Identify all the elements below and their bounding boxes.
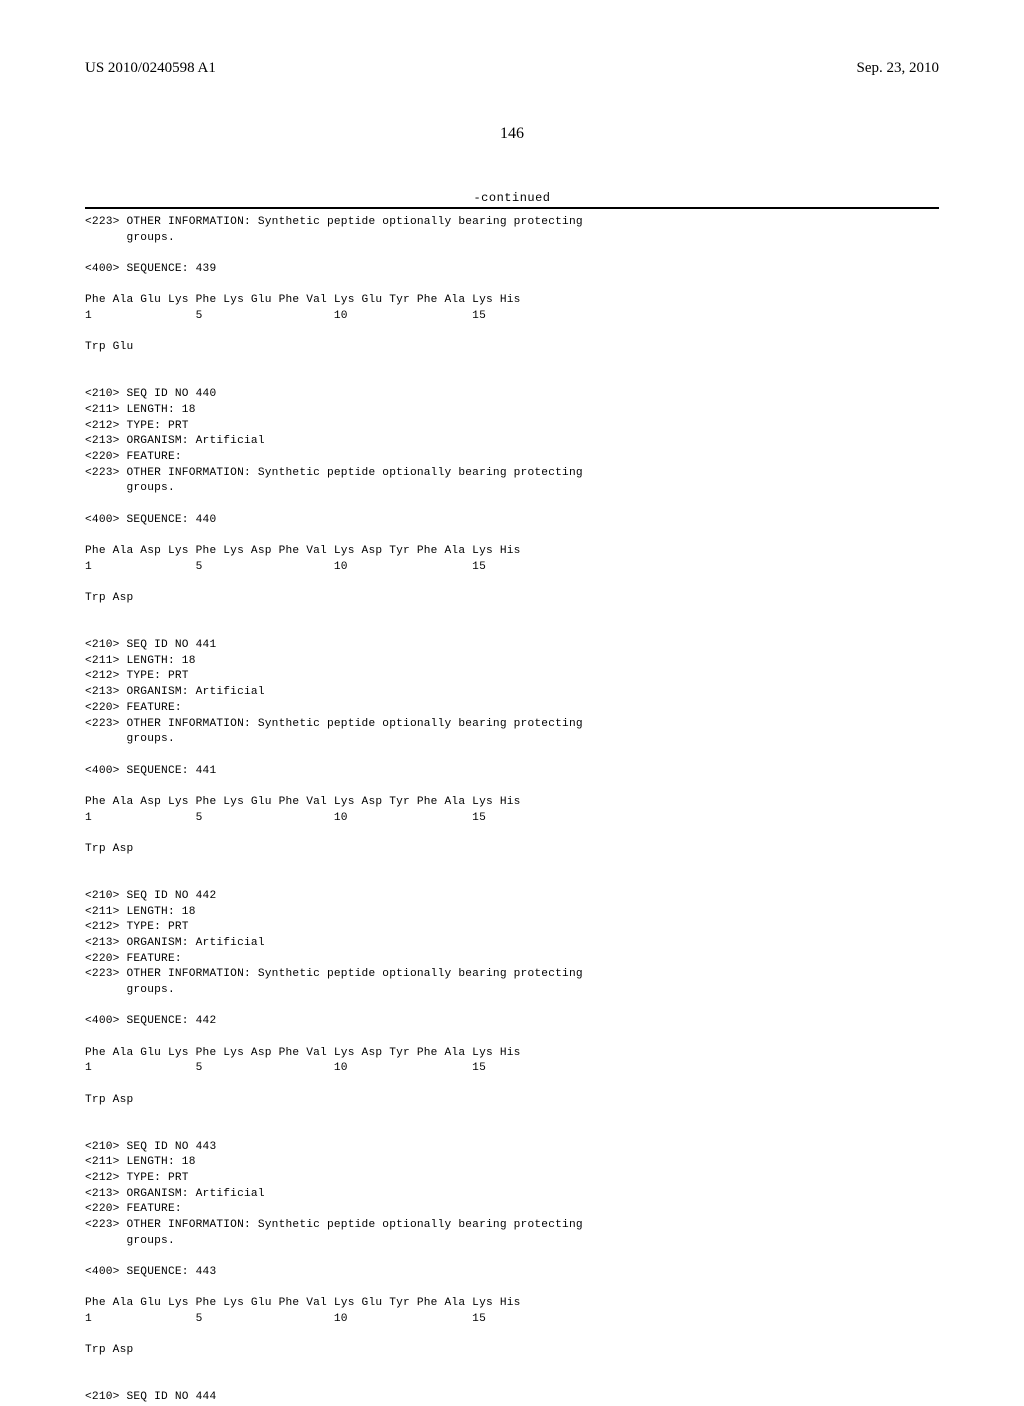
seq-residues: Phe Ala Glu Lys Phe Lys Glu Phe Val Lys … [85, 294, 521, 306]
seq-residues: Phe Ala Glu Lys Phe Lys Glu Phe Val Lys … [85, 1297, 521, 1309]
seq-residues: Phe Ala Asp Lys Phe Lys Glu Phe Val Lys … [85, 796, 521, 808]
seq-intro: <223> OTHER INFORMATION: Synthetic pepti… [85, 216, 583, 244]
seq-block-header: <210> SEQ ID NO 441 <211> LENGTH: 18 <21… [85, 639, 583, 745]
seq-tail: Trp Asp [85, 1344, 133, 1356]
seq-block-header: <210> SEQ ID NO 443 <211> LENGTH: 18 <21… [85, 1141, 583, 1247]
seq-residues: Phe Ala Asp Lys Phe Lys Asp Phe Val Lys … [85, 545, 521, 557]
divider-top [85, 207, 939, 209]
seq-numbers: 1 5 10 15 [85, 1062, 486, 1074]
publication-number: US 2010/0240598 A1 [85, 60, 216, 77]
continued-label: -continued [85, 191, 939, 205]
seq-header: <400> SEQUENCE: 441 [85, 765, 216, 777]
seq-header: <400> SEQUENCE: 439 [85, 263, 216, 275]
seq-header: <400> SEQUENCE: 442 [85, 1015, 216, 1027]
seq-block-header: <210> SEQ ID NO 442 <211> LENGTH: 18 <21… [85, 890, 583, 996]
seq-numbers: 1 5 10 15 [85, 310, 486, 322]
seq-block-header: <210> SEQ ID NO 440 <211> LENGTH: 18 <21… [85, 388, 583, 494]
seq-numbers: 1 5 10 15 [85, 561, 486, 573]
seq-header: <400> SEQUENCE: 443 [85, 1266, 216, 1278]
page-number: 146 [85, 125, 939, 143]
seq-numbers: 1 5 10 15 [85, 1313, 486, 1325]
seq-tail: Trp Asp [85, 1094, 133, 1106]
seq-numbers: 1 5 10 15 [85, 812, 486, 824]
publication-date: Sep. 23, 2010 [857, 60, 940, 77]
seq-residues: Phe Ala Glu Lys Phe Lys Asp Phe Val Lys … [85, 1047, 521, 1059]
sequence-listing: <223> OTHER INFORMATION: Synthetic pepti… [85, 215, 939, 1406]
seq-header: <400> SEQUENCE: 440 [85, 514, 216, 526]
page: US 2010/0240598 A1 Sep. 23, 2010 146 -co… [0, 0, 1024, 1320]
header: US 2010/0240598 A1 Sep. 23, 2010 [85, 60, 939, 77]
seq-tail: Trp Asp [85, 843, 133, 855]
seq-tail: Trp Asp [85, 592, 133, 604]
seq-footer: <210> SEQ ID NO 444 [85, 1391, 216, 1403]
seq-tail: Trp Glu [85, 341, 133, 353]
